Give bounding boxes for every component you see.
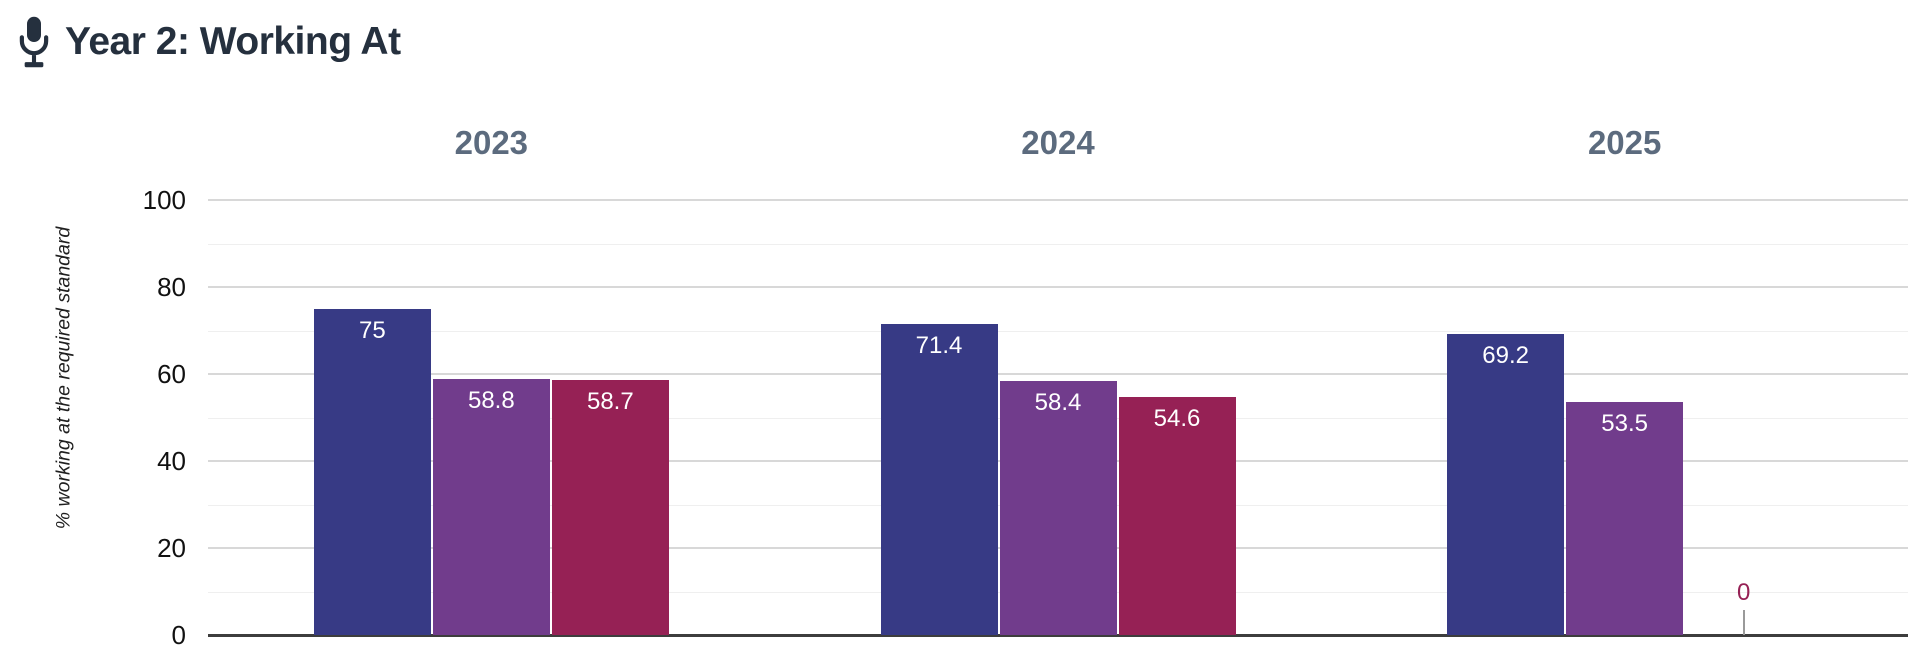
bar-value-label-2025-series2: 53.5: [1601, 410, 1649, 438]
facet-title-2023: 2023: [454, 124, 529, 161]
gridline-100: [208, 199, 1908, 201]
bar-2025-series1[interactable]: [1447, 333, 1565, 635]
bar-2023-series2[interactable]: [432, 379, 550, 635]
gridline-80: [208, 286, 1908, 288]
bar-value-label-2025-series1: 69.2: [1482, 341, 1530, 369]
x-axis-line: [208, 634, 1908, 637]
zero-bar-connector-2025-series3: [1742, 610, 1745, 635]
y-tick-label-60: 60: [157, 359, 186, 389]
bar-value-label-2024-series3: 54.6: [1153, 405, 1201, 433]
zero-value-label-2025-series3: 0: [1736, 579, 1751, 606]
y-tick-label-40: 40: [157, 446, 186, 476]
bar-2024-series3[interactable]: [1118, 397, 1236, 635]
page-title: Year 2: Working At: [65, 20, 401, 63]
y-tick-label-80: 80: [157, 272, 186, 302]
facet-title-2024: 2024: [1021, 124, 1095, 161]
bar-2024-series1[interactable]: [880, 324, 998, 635]
bar-value-label-2023-series1: 75: [358, 316, 386, 344]
gridline-90: [208, 243, 1908, 245]
y-tick-label-100: 100: [142, 185, 186, 215]
gridline-70: [208, 330, 1908, 332]
bar-2024-series2[interactable]: [999, 380, 1117, 635]
bar-2023-series3[interactable]: [551, 379, 669, 635]
bar-value-label-2024-series1: 71.4: [915, 332, 963, 360]
bar-2025-series2[interactable]: [1566, 402, 1684, 635]
gridline-60: [208, 373, 1908, 375]
y-tick-label-20: 20: [157, 533, 186, 563]
bar-2023-series1[interactable]: [313, 308, 431, 635]
bar-value-label-2023-series2: 58.8: [467, 387, 515, 415]
bar-value-label-2023-series3: 58.7: [586, 387, 634, 415]
microphone-icon: [19, 16, 49, 68]
facet-title-2025: 2025: [1587, 124, 1662, 161]
bar-value-label-2024-series2: 58.4: [1034, 388, 1082, 416]
y-tick-label-0: 0: [171, 620, 186, 650]
chart-header: Year 2: Working At: [17, 14, 401, 70]
